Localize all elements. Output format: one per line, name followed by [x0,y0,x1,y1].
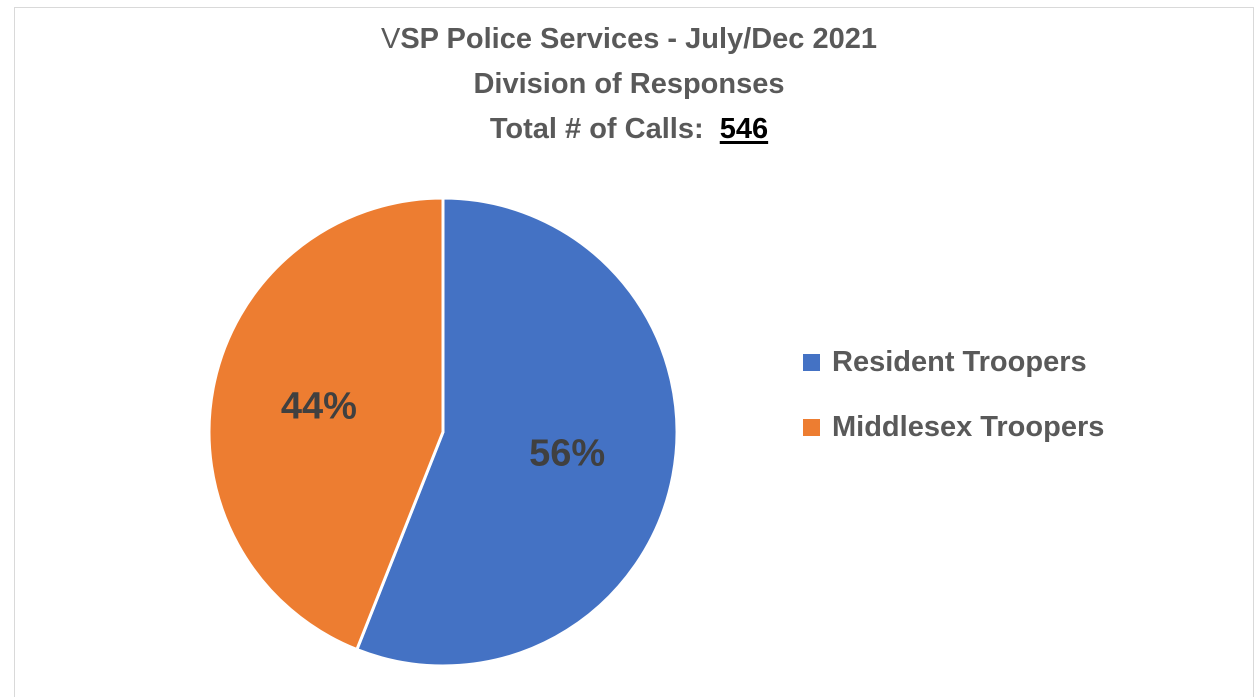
legend-label-middlesex-troopers: Middlesex Troopers [832,411,1105,443]
data-label-middlesex-troopers: 44% [281,385,357,427]
pie-slice-resident-troopers [355,196,679,668]
chart-title: VSP Police Services - July/Dec 2021 Divi… [0,17,1258,152]
title-rest: SP Police Services - July/Dec 2021 [400,23,877,55]
data-label-resident-troopers: 56% [529,433,605,475]
total-calls-value: 546 [719,113,769,145]
legend-label-resident-troopers: Resident Troopers [832,346,1087,378]
title-line-1: VSP Police Services - July/Dec 2021 [0,17,1258,62]
legend-item-resident-troopers: Resident Troopers [803,346,1104,379]
title-prefix: V [380,23,401,55]
title-line-2: Division of Responses [473,68,785,100]
legend-swatch-resident-troopers [803,354,820,371]
legend: Resident Troopers Middlesex Troopers [803,346,1104,476]
legend-swatch-middlesex-troopers [803,419,820,436]
total-calls-label: Total # of Calls: [489,113,704,145]
legend-item-middlesex-troopers: Middlesex Troopers [803,411,1104,444]
title-line-3: Total # of Calls: 546 [0,107,1258,152]
pie-slice-middlesex-troopers [207,196,445,652]
